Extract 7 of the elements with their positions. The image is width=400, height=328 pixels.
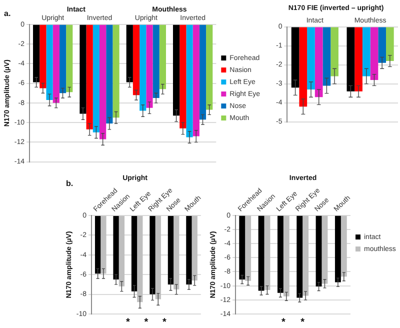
text: * [281, 316, 286, 328]
text: * [144, 316, 148, 328]
text: a. [4, 9, 11, 18]
text: * [162, 316, 166, 328]
text: * [300, 316, 305, 328]
text: * [126, 316, 130, 328]
text: b. [66, 179, 74, 188]
